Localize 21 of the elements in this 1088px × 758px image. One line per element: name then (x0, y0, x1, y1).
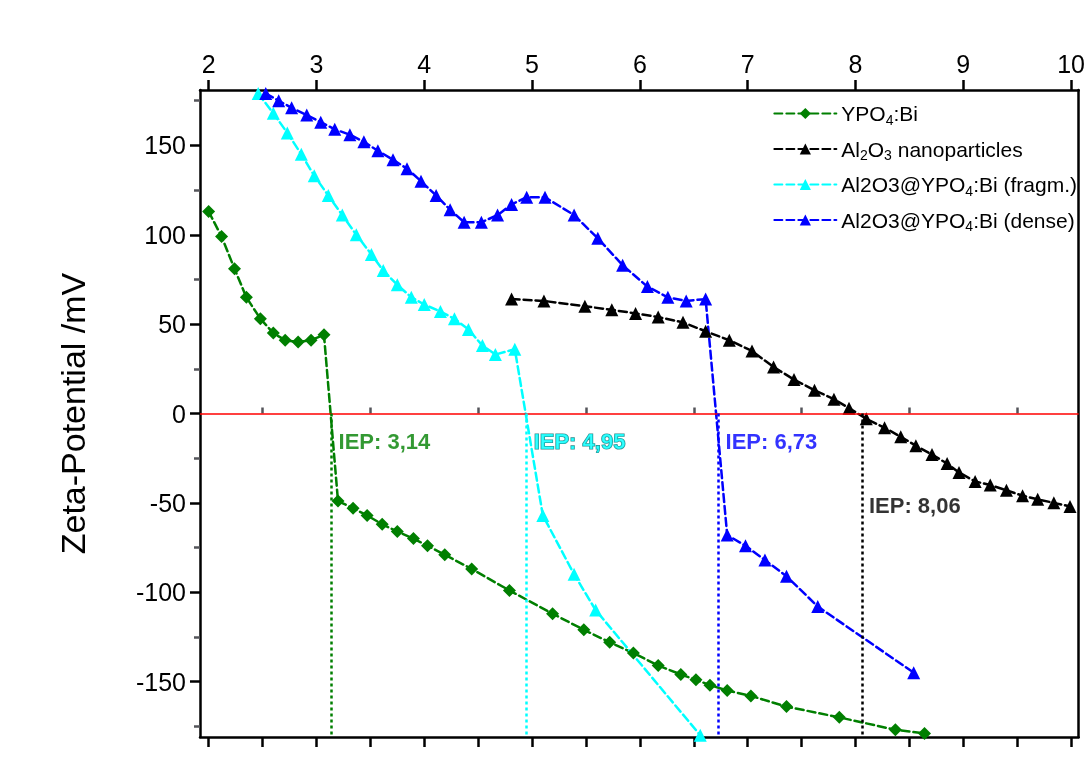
x-tick-label: 9 (956, 49, 971, 78)
x-tick-label: 2 (201, 49, 216, 78)
ref-line-label: IEP: 3,14 (338, 429, 432, 454)
x-tick-label: 7 (740, 49, 755, 78)
ref-line-label: IEP: 6,73 (725, 429, 818, 454)
y-tick-label: 150 (144, 131, 186, 160)
y-tick-label: 0 (172, 399, 186, 428)
ref-line-label: IEP: 8,06 (868, 493, 961, 518)
y-tick-label: 100 (144, 220, 186, 249)
y-tick-label: 50 (158, 310, 186, 339)
y-tick-label: -100 (135, 578, 186, 607)
y-tick-label: -150 (135, 667, 186, 696)
x-tick-label: 6 (632, 49, 647, 78)
ref-line-label: IEP: 4,95 (533, 429, 626, 454)
y-tick-label: -50 (149, 488, 186, 517)
x-tick-label: 5 (525, 49, 539, 78)
x-tick-label: 8 (848, 49, 863, 78)
y-axis-title: Zeta-Potential /mV (54, 272, 92, 555)
x-tick-label: 4 (417, 49, 432, 78)
x-tick-label: 10 (1057, 49, 1085, 78)
x-tick-label: 3 (309, 49, 324, 78)
